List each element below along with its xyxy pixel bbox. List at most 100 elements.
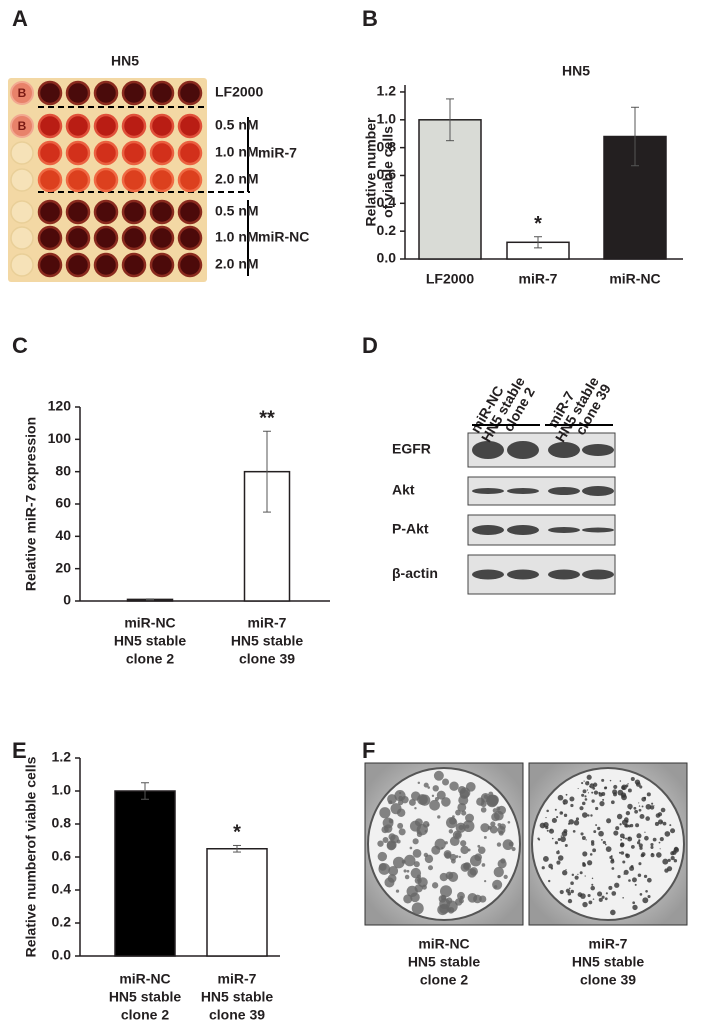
colony [586, 789, 589, 791]
y-tick-label: 100 [48, 430, 72, 446]
well [177, 113, 203, 139]
well [37, 167, 63, 193]
colony [639, 846, 643, 850]
well [37, 80, 63, 106]
colony [429, 799, 440, 811]
colony [625, 837, 628, 840]
colony [647, 895, 651, 899]
well [37, 252, 63, 278]
colony [498, 830, 504, 836]
colony [396, 808, 406, 817]
colony [628, 879, 631, 882]
colony [448, 871, 459, 882]
band [507, 569, 539, 580]
band [582, 486, 614, 496]
colony-images [364, 762, 688, 926]
colony [570, 803, 574, 808]
band [472, 441, 504, 459]
colony [484, 879, 487, 883]
colony [560, 835, 562, 837]
error-bar [146, 598, 154, 601]
colony [403, 894, 413, 904]
colony [645, 803, 652, 810]
colony [550, 829, 552, 831]
well [65, 113, 91, 139]
colony [551, 837, 554, 840]
y-tick-label: 20 [55, 559, 71, 575]
colony [401, 859, 406, 864]
colony [409, 846, 413, 850]
empty-well [10, 200, 34, 224]
colony [633, 806, 637, 810]
colony [481, 863, 486, 867]
colony [582, 901, 588, 908]
colony [437, 904, 449, 916]
colony [562, 870, 568, 876]
colony [500, 858, 506, 864]
colony [557, 838, 561, 842]
well [177, 199, 203, 225]
y-axis-label: of viable cells [380, 126, 396, 218]
band [582, 444, 614, 456]
colony [564, 800, 566, 802]
y-tick-label: 0.0 [377, 250, 397, 266]
colony [557, 855, 564, 861]
colony [564, 844, 568, 847]
well [93, 225, 119, 251]
colony [619, 780, 622, 782]
colony [567, 898, 573, 904]
colony [673, 859, 678, 863]
colony [613, 830, 619, 836]
colony [546, 829, 549, 832]
well [65, 167, 91, 193]
colony [565, 869, 567, 871]
colony [392, 856, 405, 869]
colony [634, 883, 637, 886]
colony [610, 800, 615, 805]
colony [650, 853, 655, 858]
colony [583, 780, 585, 782]
colony [477, 844, 481, 848]
colony [561, 812, 563, 814]
colony [416, 878, 421, 882]
colony [541, 866, 545, 870]
x-tick-label: clone 39 [209, 1007, 265, 1023]
colony [507, 820, 511, 824]
colony [489, 825, 498, 834]
colony [639, 813, 645, 819]
colony [502, 839, 514, 851]
well [121, 113, 147, 139]
colony [644, 835, 649, 841]
well [121, 225, 147, 251]
colony [659, 848, 661, 850]
colony [398, 828, 406, 836]
band [582, 527, 614, 533]
colony [401, 795, 409, 804]
colony [638, 843, 643, 848]
caption: clone 2 [420, 972, 468, 988]
blot-row-label: P-Akt [392, 521, 429, 537]
colony [574, 875, 579, 880]
colony [604, 843, 607, 846]
colony [427, 786, 431, 789]
error-bar [446, 98, 454, 142]
colony [496, 842, 502, 847]
colony [493, 810, 504, 821]
band [548, 569, 580, 580]
colony [669, 824, 672, 827]
well [177, 167, 203, 193]
colony [580, 832, 584, 836]
colony [620, 851, 625, 855]
colony [381, 825, 389, 834]
colony [662, 821, 667, 826]
colony [659, 837, 664, 842]
colony [615, 826, 620, 831]
colony [408, 799, 416, 806]
colony [595, 806, 599, 811]
band [472, 488, 504, 494]
well [65, 140, 91, 166]
colony [449, 781, 459, 791]
colony [650, 845, 654, 849]
colony [634, 809, 638, 814]
